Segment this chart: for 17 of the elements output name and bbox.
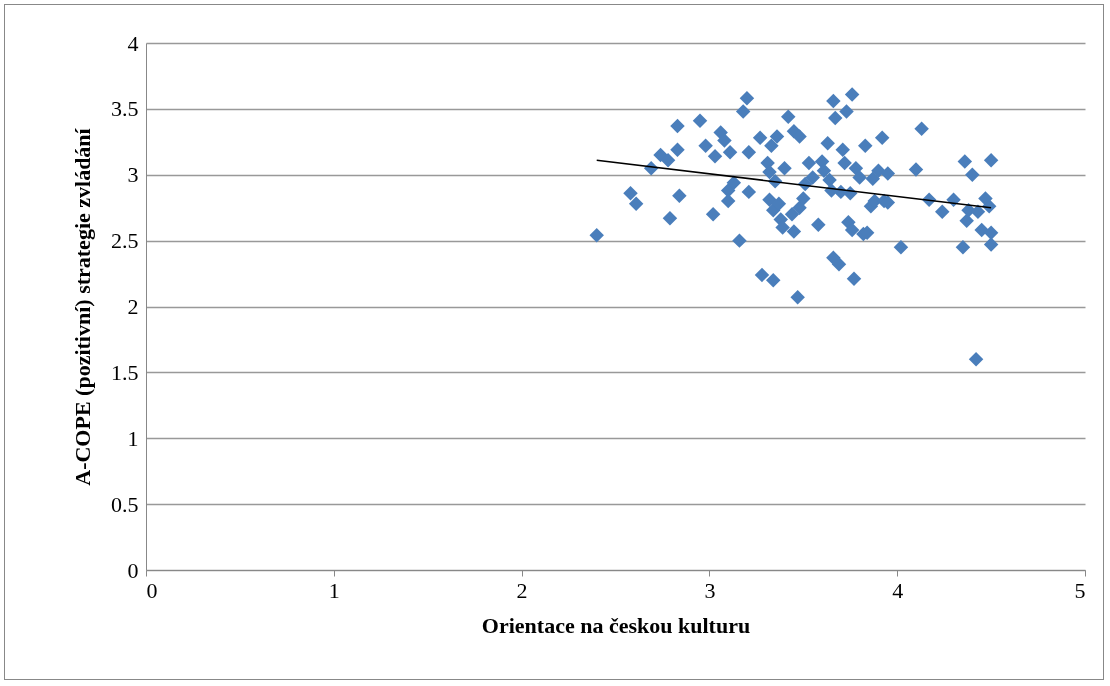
x-tick-label: 2: [516, 577, 528, 603]
y-tick-label: 3: [127, 162, 139, 188]
y-tick-label: 1.5: [111, 359, 139, 385]
y-tick-label: 2.5: [111, 228, 139, 254]
y-tick-label: 1: [127, 425, 139, 451]
y-tick-label: 2: [127, 294, 139, 319]
y-axis-title: A-COPE (pozitivní) strategie zvládání: [70, 127, 95, 486]
x-tick-label: 3: [704, 577, 716, 603]
y-tick-label: 0: [127, 557, 139, 583]
y-tick-label: 4: [127, 30, 139, 56]
x-tick-label: 4: [892, 577, 904, 603]
x-tick-label: 5: [1074, 577, 1086, 603]
x-axis-title: Orientace na českou kulturu: [481, 612, 751, 638]
y-tick-label: 3.5: [111, 96, 139, 122]
x-tick-label: 0: [146, 577, 158, 603]
x-tick-label: 1: [328, 577, 340, 603]
y-tick-label: 0.5: [111, 491, 139, 517]
